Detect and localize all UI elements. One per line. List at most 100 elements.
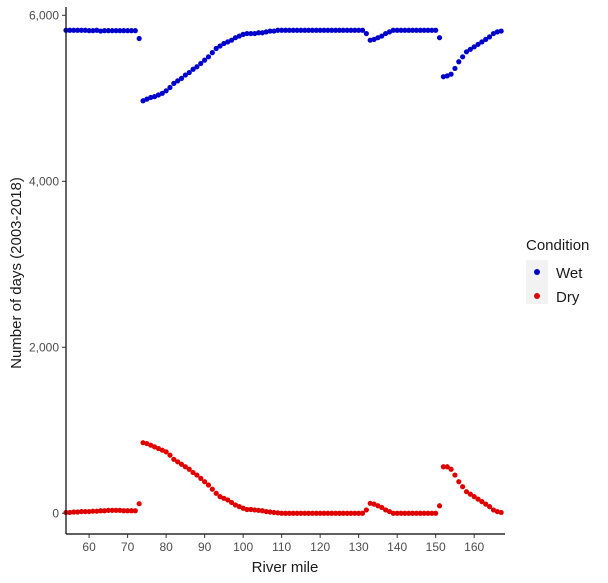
data-point-wet (302, 27, 308, 33)
data-point-dry (113, 507, 119, 513)
data-point-dry (271, 509, 277, 516)
data-point-wet (105, 28, 111, 34)
data-point-dry (421, 510, 427, 516)
data-point-wet (117, 28, 123, 34)
data-point-dry (359, 510, 366, 516)
data-point-wet (182, 72, 188, 78)
x-tick-label: 160 (464, 540, 484, 554)
data-point-dry (309, 510, 316, 516)
data-point-wet (298, 27, 304, 33)
x-tick-label: 120 (310, 540, 330, 554)
data-point-dry (248, 506, 254, 513)
y-tick-label: 4,000 (29, 174, 59, 188)
legend: Condition Wet Dry (526, 237, 589, 306)
data-point-wet (90, 28, 96, 34)
data-point-wet (325, 27, 331, 33)
data-point-dry (402, 510, 408, 516)
data-point-dry (228, 499, 235, 506)
data-point-wet (421, 27, 427, 33)
data-point-wet (279, 27, 285, 33)
axes: 60 70 80 90 100 110 120 130 140 150 160 0 2,000 4,000… (29, 7, 505, 554)
data-point-dry (71, 509, 77, 515)
data-point-wet (228, 37, 235, 43)
data-point-dry (182, 464, 188, 470)
data-point-wet (244, 30, 250, 37)
data-point-wet (67, 27, 73, 33)
legend-title: Condition (526, 237, 589, 254)
data-point-wet (171, 80, 177, 86)
data-point-wet (359, 27, 366, 33)
data-point-dry (398, 510, 404, 516)
data-point-wet (113, 28, 119, 34)
data-point-wet (467, 46, 473, 52)
legend-key-wet (534, 269, 540, 275)
data-point-dry (109, 507, 115, 513)
data-point-wet (417, 27, 423, 33)
data-point-dry (225, 497, 231, 503)
y-axis-title: Number of days (2003-2018) (8, 177, 25, 369)
x-tick-label: 100 (233, 540, 253, 554)
data-point-dry (313, 510, 319, 516)
data-point-dry (82, 508, 88, 515)
x-tick-label: 130 (349, 540, 369, 554)
data-point-wet (379, 33, 385, 39)
legend-key-background (526, 260, 548, 304)
data-point-wet (321, 27, 327, 33)
data-point-dry (202, 479, 208, 485)
data-point-wet (275, 27, 281, 33)
data-point-dry (332, 510, 339, 516)
data-point-wet (452, 65, 458, 72)
data-point-wet (398, 27, 404, 33)
data-point-dry (86, 508, 92, 515)
data-point-dry (344, 510, 350, 516)
data-point-wet (136, 35, 142, 42)
data-point-wet (425, 27, 431, 33)
data-point-wet (205, 54, 212, 60)
data-point-wet (163, 88, 169, 94)
data-point-wet (267, 28, 273, 34)
data-point-dry (267, 509, 273, 515)
data-point-dry (178, 461, 185, 467)
data-point-dry (452, 472, 458, 478)
data-point-wet (456, 59, 462, 65)
data-point-dry (125, 508, 131, 514)
data-point-wet (498, 28, 504, 34)
data-point-dry (128, 508, 135, 514)
data-point-dry (98, 508, 104, 514)
data-point-wet (406, 27, 412, 33)
data-point-wet (329, 27, 335, 33)
data-point-dry (198, 475, 204, 481)
data-point-dry (440, 464, 446, 470)
data-point-dry (194, 472, 200, 478)
plot-area (63, 27, 504, 516)
data-point-dry (163, 449, 169, 455)
data-point-dry (105, 507, 111, 513)
data-point-dry (298, 510, 304, 516)
y-tick-label: 2,000 (29, 340, 59, 354)
data-point-dry (417, 510, 423, 516)
data-point-wet (332, 27, 339, 33)
data-point-dry (336, 510, 343, 516)
series-dry (63, 440, 504, 516)
data-point-dry (275, 510, 281, 516)
data-point-dry (190, 469, 196, 476)
data-point-wet (198, 60, 204, 67)
data-point-wet (483, 36, 489, 42)
data-point-dry (306, 510, 312, 516)
x-tick-label: 90 (198, 540, 212, 554)
data-point-wet (344, 27, 350, 33)
data-point-dry (252, 507, 258, 513)
data-point-dry (244, 506, 250, 513)
data-point-dry (186, 466, 192, 472)
data-point-wet (317, 27, 323, 33)
data-point-dry (467, 491, 473, 497)
data-point-dry (363, 507, 369, 513)
data-point-wet (186, 69, 192, 76)
data-point-wet (78, 27, 85, 33)
data-point-wet (336, 27, 343, 33)
y-tick-label: 0 (52, 506, 59, 520)
data-point-wet (132, 28, 138, 34)
data-point-wet (194, 64, 200, 70)
data-point-wet (125, 28, 131, 34)
